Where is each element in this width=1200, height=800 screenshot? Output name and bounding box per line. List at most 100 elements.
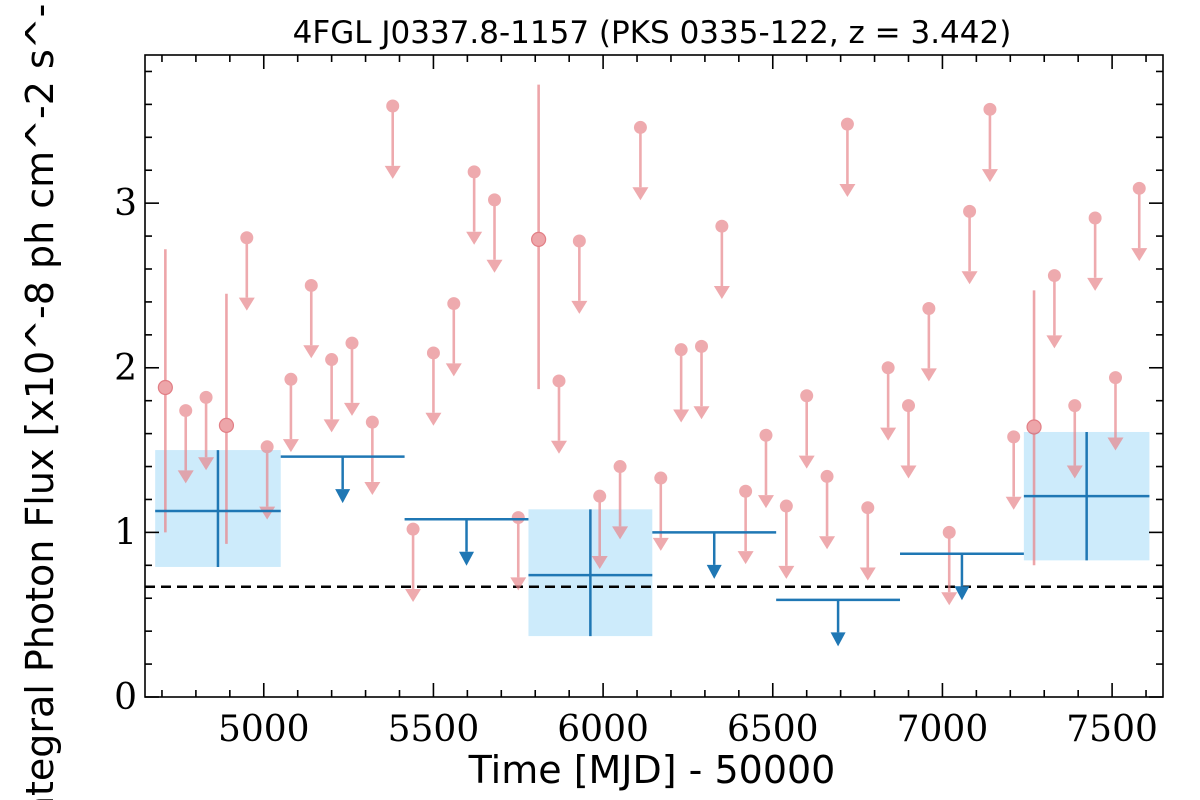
upper-limit-arrowhead: [778, 565, 795, 579]
upper-limit-marker: [902, 399, 915, 413]
upper-limit-marker: [1068, 399, 1082, 413]
upper-limit-marker: [613, 460, 627, 474]
upper-limit-marker: [633, 120, 647, 134]
upper-limit-marker: [759, 428, 773, 442]
upper-limit-arrowhead: [486, 259, 503, 273]
short-bin-upper-limit: [384, 99, 401, 179]
short-bin-upper-limit: [1005, 430, 1022, 510]
upper-limit-arrowhead: [859, 567, 876, 581]
upper-limit-arrowhead: [1087, 277, 1104, 291]
upper-limit-arrowhead: [713, 286, 730, 300]
x-axis-label: Time [MJD] - 50000: [468, 748, 836, 792]
short-bin-upper-limit: [859, 501, 876, 581]
upper-limit-marker: [593, 489, 607, 503]
upper-limit-arrowhead: [1131, 248, 1148, 262]
short-bin-upper-limit: [1066, 399, 1083, 479]
long-bin-upper-limit: [900, 552, 1024, 601]
upper-limit-marker: [552, 374, 566, 388]
short-bin-upper-limit: [425, 346, 442, 426]
upper-limit-arrowhead: [757, 495, 774, 509]
upper-limit-arrowhead: [920, 368, 937, 382]
upper-limit-arrowhead: [550, 440, 567, 454]
upper-limit-marker: [1047, 269, 1061, 283]
long-bin-upper-limit: [280, 455, 405, 504]
short-bin-upper-limit: [177, 404, 194, 484]
upper-limit-marker: [881, 361, 895, 375]
upper-limit-arrowhead: [1005, 496, 1022, 510]
short-bin-upper-limit: [1107, 371, 1124, 451]
detection-marker: [531, 231, 547, 247]
upper-limit-arrowhead: [591, 556, 608, 570]
x-tick-label: 7000: [897, 709, 989, 750]
upper-limit-arrowhead: [632, 187, 649, 201]
upper-limit-marker: [674, 343, 688, 357]
detection-marker: [218, 417, 235, 433]
upper-limit-marker: [739, 484, 753, 498]
upper-limit-arrowhead: [425, 412, 442, 426]
short-bin-upper-limit: [445, 297, 462, 377]
upper-limit-arrowhead: [238, 297, 255, 311]
short-bin-upper-limit: [713, 219, 730, 300]
upper-limit-arrowhead: [405, 588, 422, 602]
upper-limit-arrowhead: [445, 363, 462, 377]
long-bin-limit-arrowhead: [459, 551, 475, 566]
short-bin-upper-limit: [323, 353, 340, 433]
short-bin-upper-limit: [591, 489, 608, 570]
upper-limit-arrowhead: [177, 470, 194, 484]
upper-limit-arrowhead: [282, 439, 299, 453]
upper-limit-arrowhead: [510, 577, 527, 591]
long-bin-upper-limit: [776, 598, 901, 647]
short-bin-upper-limit: [941, 525, 958, 606]
upper-limit-marker: [284, 372, 298, 386]
upper-limit-marker: [240, 231, 254, 245]
upper-limit-marker: [654, 471, 668, 485]
upper-limit-marker: [467, 165, 481, 179]
short-bin-detection: [218, 293, 235, 544]
upper-limit-arrowhead: [961, 271, 978, 285]
upper-limit-arrowhead: [819, 536, 836, 550]
upper-limit-arrowhead: [364, 481, 381, 495]
short-bin-detection: [1026, 290, 1042, 566]
short-bin-upper-limit: [486, 193, 503, 273]
short-bin-upper-limit: [819, 469, 836, 550]
short-bin-series: [157, 84, 1148, 606]
upper-limit-marker: [715, 219, 729, 233]
short-bin-upper-limit: [1046, 269, 1063, 349]
upper-limit-marker: [304, 278, 318, 292]
upper-limit-arrowhead: [1066, 465, 1083, 479]
short-bin-upper-limit: [673, 343, 690, 423]
upper-limit-marker: [325, 353, 339, 367]
upper-limit-marker: [488, 193, 502, 207]
upper-limit-marker: [1007, 430, 1021, 444]
y-tick-label: 2: [114, 348, 137, 389]
upper-limit-arrowhead: [384, 165, 401, 179]
long-bin-upper-limit: [404, 517, 529, 566]
short-bin-upper-limit: [920, 302, 937, 382]
upper-limit-arrowhead: [941, 592, 958, 606]
upper-limit-arrowhead: [798, 455, 815, 469]
short-bin-detection: [531, 84, 547, 390]
upper-limit-arrowhead: [652, 537, 669, 551]
short-bin-upper-limit: [571, 234, 588, 314]
y-tick-label: 3: [114, 183, 137, 224]
upper-limit-arrowhead: [693, 406, 710, 420]
upper-limit-marker: [365, 415, 379, 429]
short-bin-upper-limit: [900, 399, 917, 479]
y-axis-label: Integral Photon Flux [x10^-8 ph cm^-2 s^…: [18, 0, 62, 800]
x-tick-label: 6500: [727, 709, 819, 750]
x-tick-label: 7500: [1066, 709, 1158, 750]
upper-limit-marker: [1088, 211, 1102, 225]
chart-title: 4FGL J0337.8-1157 (PKS 0335-122, z = 3.4…: [293, 15, 1012, 51]
upper-limit-marker: [983, 102, 997, 116]
short-bin-upper-limit: [405, 522, 422, 602]
upper-limit-marker: [260, 440, 274, 454]
plot-frame: [144, 54, 1164, 698]
long-bin-series: [155, 431, 1150, 647]
short-bin-upper-limit: [1087, 211, 1104, 291]
upper-limit-marker: [1108, 371, 1122, 385]
long-bin-limit-arrowhead: [335, 489, 351, 504]
y-tick-label: 0: [114, 677, 137, 718]
short-bin-upper-limit: [343, 336, 360, 416]
upper-limit-marker: [861, 501, 875, 515]
